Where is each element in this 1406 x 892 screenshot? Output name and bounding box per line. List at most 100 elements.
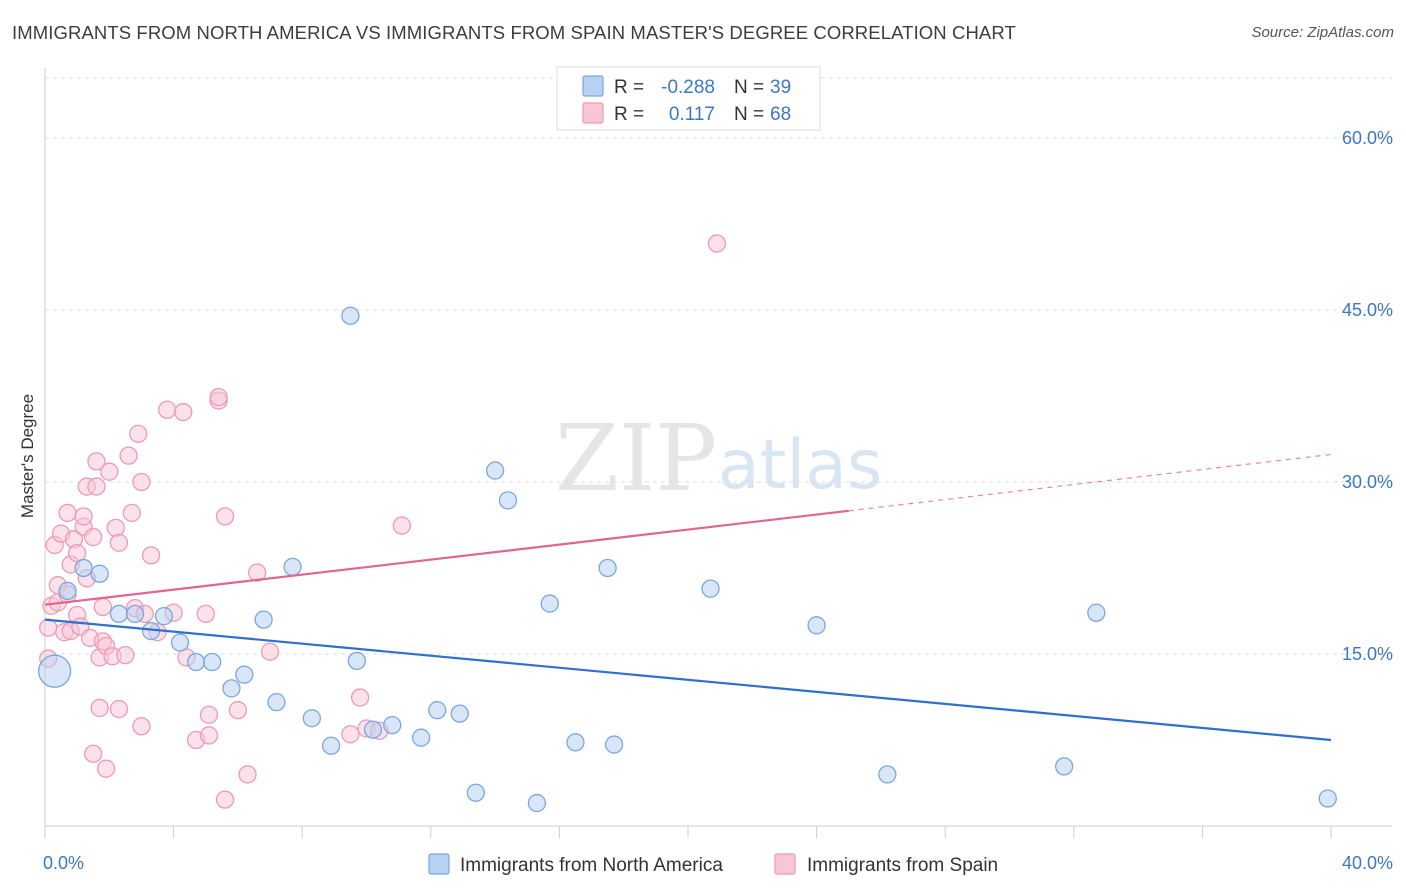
spain-point — [707, 234, 727, 253]
north-america-point — [90, 564, 109, 583]
axes — [44, 68, 1392, 838]
spain-point — [141, 546, 161, 565]
legend-swatch-blue — [582, 75, 604, 97]
spain-point — [196, 604, 215, 624]
spain-point — [341, 725, 360, 744]
series-legend-swatch-pink — [774, 853, 796, 875]
spain-point — [132, 472, 151, 492]
spain-point — [87, 477, 106, 496]
north-america-point — [186, 652, 206, 672]
legend-n-value-2: 68 — [770, 104, 791, 125]
legend-n-value-1: 39 — [770, 77, 791, 98]
north-america-point — [878, 765, 897, 784]
north-america-point — [125, 604, 145, 624]
spain-point — [158, 400, 177, 419]
north-america-point — [498, 491, 518, 510]
gridlines — [45, 77, 1392, 655]
legend-n-label-2: N = — [734, 104, 764, 125]
spain-point — [174, 402, 193, 422]
y-tick-labels: 15.0% 30.0% 45.0% 60.0% — [1342, 128, 1393, 664]
spain-point — [228, 701, 248, 720]
north-america-point — [321, 736, 341, 755]
north-america-point — [267, 693, 286, 712]
spain-trend-line-extension — [848, 453, 1332, 512]
spain-point — [116, 645, 135, 665]
north-america-point — [450, 704, 469, 723]
spain-point — [122, 503, 141, 523]
spain-trend-line — [44, 509, 849, 606]
y-tick-label: 30.0% — [1342, 472, 1393, 492]
legend-r-value-1: -0.288 — [661, 77, 715, 98]
spain-point — [129, 424, 148, 443]
north-america-point — [383, 715, 402, 735]
north-america-point — [74, 558, 93, 578]
north-america-point — [222, 679, 241, 698]
y-tick-label: 60.0% — [1342, 128, 1393, 148]
spain-point — [106, 518, 125, 538]
spain-point — [84, 744, 103, 763]
spain-point — [215, 790, 235, 809]
y-tick-label: 15.0% — [1342, 644, 1393, 664]
north-america-point — [1055, 757, 1074, 776]
spain-point — [119, 446, 138, 465]
spain-point — [260, 642, 280, 661]
y-axis-label: Master's Degree — [18, 394, 37, 518]
trend-lines — [44, 453, 1332, 742]
source-credit: Source: ZipAtlas.com — [1251, 24, 1394, 41]
spain-point — [96, 759, 116, 778]
north-america-point — [540, 594, 559, 613]
spain-point — [199, 705, 219, 724]
x-tick-label: 0.0% — [43, 853, 84, 873]
spain-point — [209, 387, 228, 407]
spain-point — [215, 507, 235, 526]
legend-swatch-pink — [582, 102, 604, 124]
spain-point — [84, 527, 103, 547]
spain-point — [238, 765, 257, 784]
spain-point — [93, 597, 113, 617]
north-america-point — [154, 607, 174, 626]
spain-point — [39, 618, 58, 637]
series-legend-swatch-blue — [428, 853, 450, 875]
watermark-zip: ZIP — [555, 405, 717, 512]
north-america-point — [1318, 789, 1337, 808]
north-america-point — [170, 633, 190, 652]
north-america-point — [37, 654, 72, 688]
series-legend-label-1: Immigrants from North America — [460, 855, 723, 876]
spain-point — [109, 699, 129, 719]
x-tick-labels: 0.0% 40.0% — [43, 853, 1393, 873]
north-america-point — [347, 651, 367, 671]
legend-r-label-1: R = — [614, 77, 644, 98]
north-america-point — [58, 581, 77, 601]
north-america-point — [604, 735, 624, 754]
north-america-point — [701, 579, 720, 598]
north-america-point — [283, 557, 302, 577]
y-tick-label: 45.0% — [1342, 300, 1393, 320]
legend-r-value-2: 0.117 — [669, 104, 715, 125]
north-america-point — [341, 306, 360, 325]
north-america-point — [203, 652, 222, 672]
north-america-point — [363, 720, 383, 739]
spain-point — [132, 717, 151, 736]
spain-point — [58, 503, 77, 523]
north-america-trend-line — [44, 618, 1332, 742]
north-america-point — [466, 783, 485, 802]
north-america-point — [109, 604, 129, 624]
spain-point — [248, 563, 267, 582]
north-america-point — [302, 709, 321, 728]
north-america-point — [566, 733, 585, 752]
watermark-atlas: atlas — [718, 426, 882, 505]
correlation-legend: R = -0.288 N = 39 R = 0.117 N = 68 — [556, 66, 821, 131]
north-america-point — [1087, 603, 1106, 622]
spain-point — [74, 507, 93, 526]
north-america-point — [527, 793, 547, 813]
spain-point — [90, 698, 109, 718]
series-legend-label-2: Immigrants from Spain — [807, 855, 998, 876]
north-america-point — [254, 610, 273, 629]
north-america-point — [412, 728, 431, 747]
spain-point — [199, 726, 219, 745]
north-america-point — [428, 701, 447, 720]
spain-point — [109, 533, 129, 552]
chart-title: IMMIGRANTS FROM NORTH AMERICA VS IMMIGRA… — [12, 22, 1016, 43]
spain-point — [392, 516, 412, 535]
